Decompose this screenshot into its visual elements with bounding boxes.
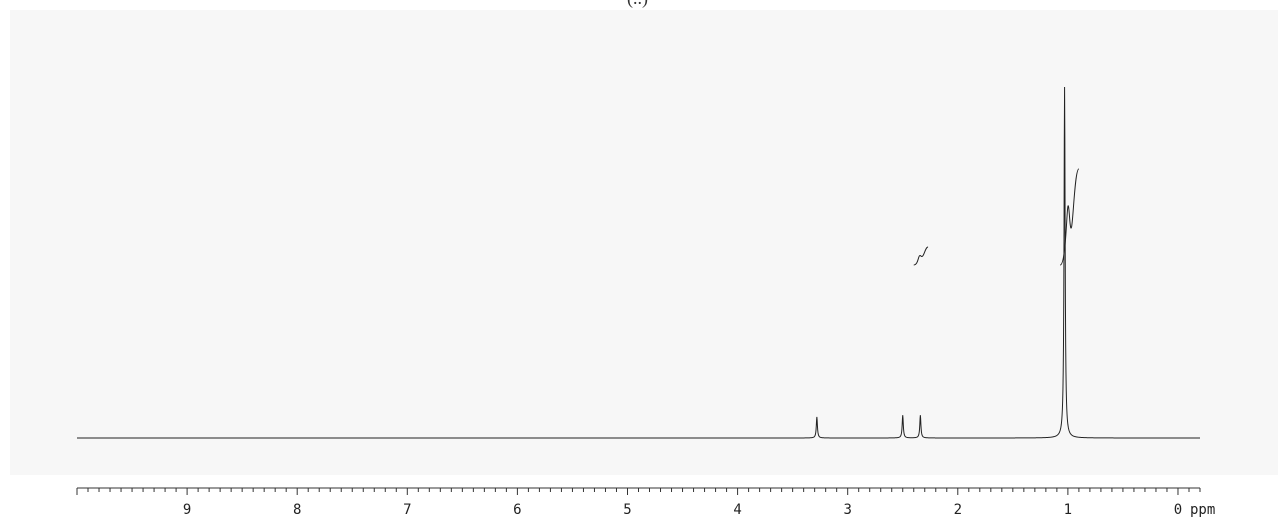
x-tick-label: 8 [293, 502, 301, 518]
x-tick-label: 9 [183, 502, 191, 518]
x-tick-label: 4 [733, 502, 741, 518]
spectrum-trace [77, 86, 1200, 439]
x-axis: 9 8 7 6 5 4 3 2 1 0 ppm [76, 487, 1215, 518]
x-tick-label: 7 [403, 502, 411, 518]
x-tick-label: 1 [1064, 502, 1072, 518]
x-tick-label: 0 [1174, 502, 1182, 518]
plot-panel: 9 8 7 6 5 4 3 2 1 0 ppm [10, 10, 1278, 518]
nmr-spectrum-chart: 9 8 7 6 5 4 3 2 1 0 ppm [76, 86, 1215, 518]
x-tick-label: 6 [513, 502, 521, 518]
x-tick-label: 2 [954, 502, 962, 518]
x-tick-label: 3 [843, 502, 851, 518]
x-axis-label: ppm [1190, 502, 1215, 518]
integral-curve-0 [913, 246, 929, 266]
integral-curve-1 [1059, 168, 1080, 266]
integrals-layer [913, 168, 1080, 266]
chart-title-fragment: (..) [627, 0, 648, 9]
x-tick-label: 5 [623, 502, 631, 518]
